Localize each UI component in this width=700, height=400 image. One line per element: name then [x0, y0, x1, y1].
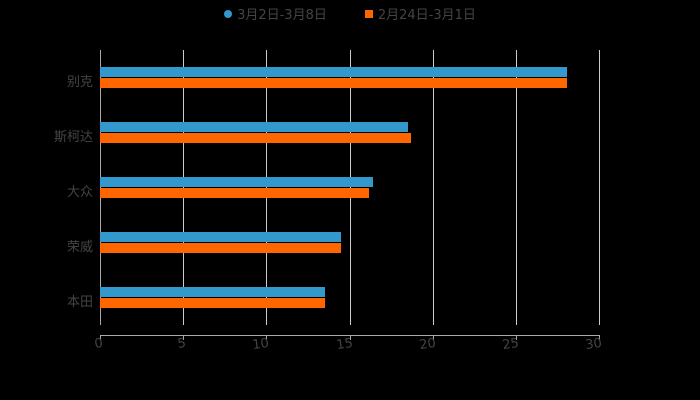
x-tick-label: 5: [176, 335, 187, 352]
gridline: [266, 50, 267, 325]
x-tick-label: 30: [584, 335, 603, 354]
category-label: 大众: [66, 185, 93, 200]
bar-series-1[interactable]: [100, 232, 341, 242]
category-label: 别克: [66, 75, 93, 90]
gridline: [350, 50, 351, 325]
legend-item-series-1[interactable]: 3月2日-3月8日: [224, 4, 327, 23]
gridline: [516, 50, 517, 325]
y-axis-line: [100, 50, 101, 325]
circle-marker-icon: [224, 9, 233, 18]
category-label: 本田: [66, 295, 93, 310]
bar-series-1[interactable]: [100, 177, 373, 187]
legend-label: 3月2日-3月8日: [237, 8, 327, 23]
chart-legend: 3月2日-3月8日 2月24日-3月1日: [0, 4, 700, 23]
bar-series-2[interactable]: [100, 243, 341, 253]
x-tick-mark: [183, 335, 184, 340]
square-marker-icon: [364, 9, 373, 18]
x-tick-mark: [266, 335, 267, 340]
gridline: [599, 50, 600, 325]
x-axis-line: [100, 335, 600, 336]
gridline: [433, 50, 434, 325]
x-tick-label: 10: [251, 335, 270, 354]
bar-series-1[interactable]: [100, 67, 567, 77]
category-label: 荣威: [66, 240, 93, 255]
x-tick-mark: [433, 335, 434, 340]
legend-label: 2月24日-3月1日: [377, 8, 476, 23]
x-tick-mark: [599, 335, 600, 340]
x-tick-mark: [350, 335, 351, 340]
bar-series-2[interactable]: [100, 298, 325, 308]
gridline: [183, 50, 184, 325]
x-tick-label: 0: [93, 335, 104, 352]
bar-series-1[interactable]: [100, 287, 325, 297]
bar-series-1[interactable]: [100, 122, 408, 132]
category-label: 斯柯达: [53, 130, 93, 145]
bar-series-2[interactable]: [100, 133, 411, 143]
x-tick-label: 25: [501, 335, 520, 354]
x-tick-label: 20: [418, 335, 437, 354]
bar-series-2[interactable]: [100, 188, 369, 198]
x-tick-mark: [100, 335, 101, 340]
bar-series-2[interactable]: [100, 78, 567, 88]
legend-item-series-2[interactable]: 2月24日-3月1日: [364, 4, 476, 23]
x-tick-mark: [516, 335, 517, 340]
x-tick-label: 15: [335, 335, 354, 354]
